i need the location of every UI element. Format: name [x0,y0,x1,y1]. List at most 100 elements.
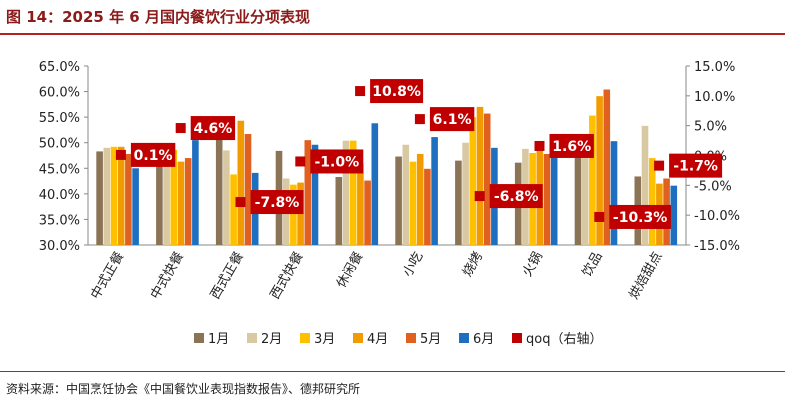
qoq-label: 0.1% [134,148,173,164]
y-tick-label: 35.0% [39,213,80,228]
bar-5 [184,158,192,245]
qoq-label: 1.6% [552,139,591,155]
bar-chart: 30.0% 35.0% 40.0% 45.0% 50.0% 55.0% 60.0% 65.0%… [39,60,740,347]
legend-label: qoq（右轴） [526,332,602,347]
y2-tick-label: 10.0% [694,90,735,105]
qoq-label: -7.8% [255,195,300,211]
bar-4 [177,161,185,245]
bar-2 [223,150,230,245]
qoq-label: 10.8% [372,84,421,100]
bar-3 [409,161,417,245]
qoq-label: -1.7% [673,159,718,175]
qoq-label-box [549,133,594,158]
bar-1 [215,139,223,245]
qoq-label: 4.6% [193,121,232,137]
qoq-label: -6.8% [494,189,539,205]
qoq-marker [295,156,306,167]
figure-title: 图 14：2025 年 6 月国内餐饮行业分项表现 [6,8,310,26]
x-tick-label: 休闲餐 [333,249,366,291]
qoq-label-box [429,107,475,132]
bar-5 [244,134,252,245]
bar-5 [483,113,491,245]
y-tick-label: 50.0% [39,137,80,152]
y-tick-label: 40.0% [39,188,80,203]
bar-2 [402,144,410,245]
qoq-label: -1.0% [314,154,359,170]
qoq-marker [414,114,425,125]
bar-3 [589,115,596,245]
bar-3 [170,149,178,245]
bar-3 [349,140,357,245]
qoq-label-box [489,184,543,209]
y2-tick-label: -15.0% [694,239,740,254]
x-tick-label: 烘焙甜点 [626,249,666,302]
legend-label: 3月 [314,332,335,347]
bar-6 [610,141,618,245]
qoq-marker [534,140,545,151]
qoq-label: -10.3% [613,210,667,226]
bar-2 [462,142,469,245]
y-tick-label: 45.0% [39,162,80,177]
qoq-label-box [609,204,671,229]
bar-6 [371,123,379,245]
bar-3 [469,117,477,245]
bar-4 [237,120,245,245]
bar-6 [431,137,438,245]
legend-label: 2月 [261,332,282,347]
bar-3 [110,146,118,245]
bar-4 [117,146,125,245]
y2-tick-label: -10.0% [694,209,740,224]
y2-tick-label: -5.0% [694,179,732,194]
bar-6 [311,144,319,245]
qoq-label-box [130,142,176,167]
bar-2 [103,147,111,245]
x-tick-label: 西式正餐 [207,249,247,302]
bar-1 [395,156,402,245]
legend-swatch [406,333,416,343]
legend-label: 4月 [367,332,388,347]
qoq-marker [355,86,366,97]
bar-4 [357,164,364,245]
qoq-marker [654,160,665,171]
bar-4 [416,153,424,245]
qoq-marker [235,197,246,208]
x-tick-label: 中式快餐 [147,249,187,302]
bar-6 [192,140,199,245]
bar-5 [424,168,431,245]
bar-4 [596,96,603,245]
qoq-marker [474,191,485,202]
y2-tick-label: 5.0% [694,120,727,135]
y-tick-label: 30.0% [39,239,80,254]
bar-4 [476,106,484,246]
legend-label: 1月 [208,332,229,347]
qoq-marker [175,123,186,134]
x-tick-label: 西式快餐 [267,249,307,302]
bar-6 [670,185,678,245]
bar-5 [125,153,132,245]
bar-2 [641,125,649,245]
legend-label: 6月 [473,332,494,347]
bar-5 [364,180,371,245]
bar-1 [156,151,163,245]
bar-3 [648,158,656,245]
qoq-label-box [669,153,723,178]
qoq-label-box [310,149,364,174]
bar-6 [550,145,558,245]
bar-5 [543,153,551,245]
bar-2 [163,150,170,245]
x-tick-label: 中式正餐 [87,249,127,302]
bar-1 [335,176,343,245]
legend-swatch [247,333,257,343]
bar-6 [132,168,139,245]
legend-swatch [300,333,310,343]
x-tick-label: 烧烤 [460,250,486,280]
y-tick-label: 65.0% [39,60,80,75]
x-tick-label: 小吃 [399,249,426,280]
legend-swatch [353,333,363,343]
legend-swatch [194,333,204,343]
y-tick-label: 60.0% [39,86,80,101]
bar-1 [574,136,582,245]
qoq-marker [115,149,126,160]
x-tick-label: 饮品 [580,250,606,280]
qoq-marker [594,211,605,222]
